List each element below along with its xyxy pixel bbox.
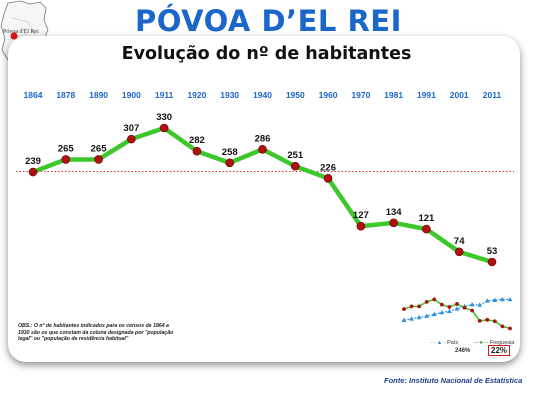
data-point (422, 224, 431, 234)
year-label: 2001 (450, 90, 469, 100)
freguesia-point (417, 304, 422, 309)
legend-freguesia-label: Freguesia (489, 340, 515, 346)
freguesia-point (447, 305, 452, 309)
page-title: PÓVOA D’EL REI (135, 4, 402, 38)
legend-freguesia: —●— Freguesia (474, 340, 515, 346)
data-label: 258 (222, 147, 238, 158)
year-label: 1890 (89, 90, 108, 100)
freguesia-point (470, 308, 475, 313)
year-label: 1970 (351, 90, 370, 100)
freguesia-point (462, 305, 467, 310)
freguesia-point (492, 319, 497, 324)
freguesia-point (455, 302, 459, 306)
pais-point (492, 297, 498, 302)
pct-freguesia: 22% (488, 345, 511, 356)
freguesia-point (402, 307, 406, 312)
freguesia-point (439, 302, 444, 307)
pais-point (484, 298, 490, 303)
pais-point (431, 311, 437, 317)
pais-point (409, 316, 414, 321)
year-label: 1864 (24, 90, 43, 100)
data-label: 74 (454, 236, 465, 247)
source-note: Fonte: Instituto Nacional de Estatística (384, 376, 523, 385)
freguesia-point (485, 317, 490, 322)
year-label: 1940 (253, 90, 272, 100)
observation-note: OBS.: O nº de habitantes indicados para … (18, 323, 174, 343)
data-label: 121 (418, 213, 435, 224)
data-label: 53 (487, 246, 498, 257)
legend-pais: - - ▲ - País (430, 340, 459, 346)
freguesia-point (477, 318, 482, 323)
year-label: 1950 (286, 90, 305, 100)
data-point (225, 158, 235, 168)
legend-pais-label: País (447, 340, 459, 346)
data-point (127, 134, 136, 144)
pais-point (454, 306, 460, 311)
year-label: 1911 (155, 90, 174, 100)
data-point (389, 218, 398, 228)
data-point (290, 161, 300, 171)
data-point (356, 221, 366, 231)
data-point (192, 146, 202, 156)
pais-point (507, 296, 513, 302)
pais-point (424, 313, 430, 318)
data-label: 251 (287, 150, 304, 161)
data-point (61, 155, 71, 164)
data-label: 265 (91, 143, 108, 154)
pais-point (401, 317, 407, 322)
data-point (323, 174, 333, 183)
data-point (159, 123, 169, 133)
pais-point (477, 302, 483, 307)
pais-point (500, 296, 505, 302)
data-label: 239 (25, 156, 41, 167)
data-point (487, 257, 497, 267)
data-label: 226 (320, 162, 336, 173)
map-label: Póvoa d'El Rei (3, 29, 39, 35)
freguesia-point (508, 326, 512, 331)
data-point (94, 155, 103, 164)
chart-title: Evolução do nº de habitantes (121, 44, 412, 64)
year-label: 1991 (417, 90, 436, 100)
freguesia-point (424, 299, 429, 304)
freguesia-point (409, 304, 414, 309)
freguesia-point (500, 324, 505, 329)
data-label: 282 (189, 135, 205, 146)
pais-point (439, 309, 445, 315)
year-label: 1981 (384, 90, 403, 100)
data-label: 330 (156, 112, 172, 123)
pais-point (416, 314, 422, 320)
data-label: 307 (123, 123, 139, 134)
data-point (258, 144, 267, 154)
year-label: 1930 (220, 90, 239, 100)
year-label: 1878 (56, 90, 75, 100)
pais-point (447, 308, 452, 313)
year-label: 1920 (187, 90, 206, 100)
data-point (454, 247, 464, 257)
data-label: 265 (58, 143, 75, 154)
chart-panel (8, 36, 520, 362)
year-label: 2011 (483, 90, 502, 100)
data-point (28, 167, 38, 177)
year-label: 1960 (319, 90, 338, 100)
data-label: 127 (353, 210, 369, 221)
data-label: 286 (255, 133, 271, 144)
freguesia-point (432, 297, 437, 302)
pct-pais: 246% (455, 348, 471, 354)
year-label: 1900 (122, 90, 141, 100)
data-label: 134 (386, 207, 403, 218)
comparison-mini-chart (401, 296, 513, 331)
pais-point (469, 302, 475, 307)
